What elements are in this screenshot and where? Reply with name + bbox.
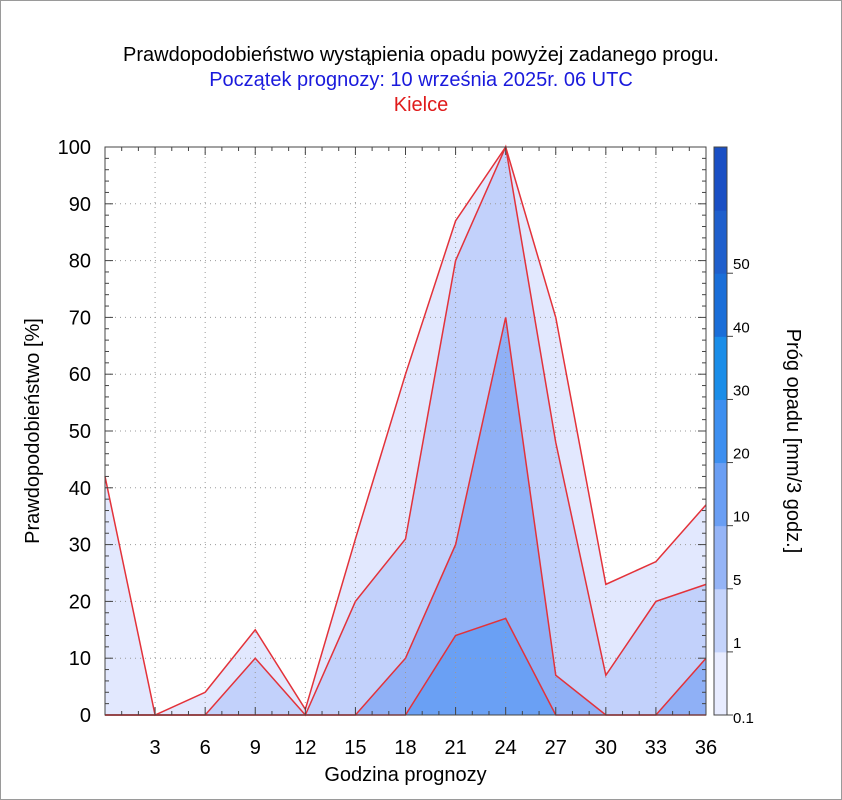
y-tick-label: 90 [69, 194, 91, 216]
y-ticks: 0 10 20 30 40 50 60 70 80 90 100 [58, 137, 706, 727]
colorbar-band [714, 273, 727, 337]
y-axis-label: Prawdopodobieństwo [%] [22, 318, 44, 544]
x-tick-label: 9 [250, 737, 261, 759]
colorbar-tick-label: 50 [733, 256, 750, 273]
colorbar-tick-label: 30 [733, 382, 750, 399]
y-tick-label: 80 [69, 251, 91, 273]
y-tick-label: 40 [69, 478, 91, 500]
y-tick-label: 70 [69, 307, 91, 329]
forecast-start: Początek prognozy: 10 września 2025r. 06… [209, 69, 633, 91]
x-tick-label: 3 [150, 737, 161, 759]
colorbar-band [714, 399, 727, 464]
y-tick-label: 0 [80, 705, 91, 727]
grid-lines [105, 147, 706, 715]
colorbar: 0.1 1 5 10 20 30 40 50 [713, 146, 754, 727]
colorbar-tick-label: 40 [733, 319, 750, 336]
colorbar-band [714, 588, 727, 653]
x-tick-label: 15 [344, 737, 366, 759]
colorbar-tick-label: 10 [733, 509, 750, 526]
x-tick-label: 6 [200, 737, 211, 759]
colorbar-border [713, 146, 728, 716]
y-tick-label: 60 [69, 364, 91, 386]
y-tick-label: 20 [69, 591, 91, 613]
chart-title: Prawdopodobieństwo wystąpienia opadu pow… [123, 44, 719, 66]
x-axis-label: Godzina prognozy [324, 764, 486, 786]
colorbar-band [714, 525, 727, 590]
colorbar-band [714, 651, 727, 716]
colorbar-label: Próg opadu [mm/3 godz.] [782, 329, 804, 554]
x-tick-label: 36 [695, 737, 717, 759]
y-tick-label: 50 [69, 421, 91, 443]
colorbar-tick-label: 1 [733, 635, 741, 652]
colorbar-band [714, 210, 727, 274]
y-tick-label: 100 [58, 137, 91, 159]
colorbar-band [714, 147, 727, 211]
location-name: Kielce [393, 94, 449, 116]
colorbar-tick-label: 0.1 [733, 710, 754, 727]
y-tick-label: 10 [69, 648, 91, 670]
y-tick-label: 30 [69, 535, 91, 557]
x-ticks: 3 6 9 12 15 18 21 24 27 30 33 36 [104, 147, 717, 759]
line-threshold-0.1 [104, 145, 707, 717]
x-tick-label: 33 [645, 737, 667, 759]
x-tick-label: 12 [294, 737, 316, 759]
colorbar-tick-label: 20 [733, 446, 750, 463]
x-tick-label: 27 [545, 737, 567, 759]
colorbar-band [714, 462, 727, 527]
colorbar-tick-label: 5 [733, 572, 741, 589]
colorbar-band [714, 336, 727, 400]
x-tick-label: 30 [595, 737, 617, 759]
x-tick-label: 21 [444, 737, 466, 759]
x-tick-label: 24 [495, 737, 517, 759]
x-tick-label: 18 [394, 737, 416, 759]
